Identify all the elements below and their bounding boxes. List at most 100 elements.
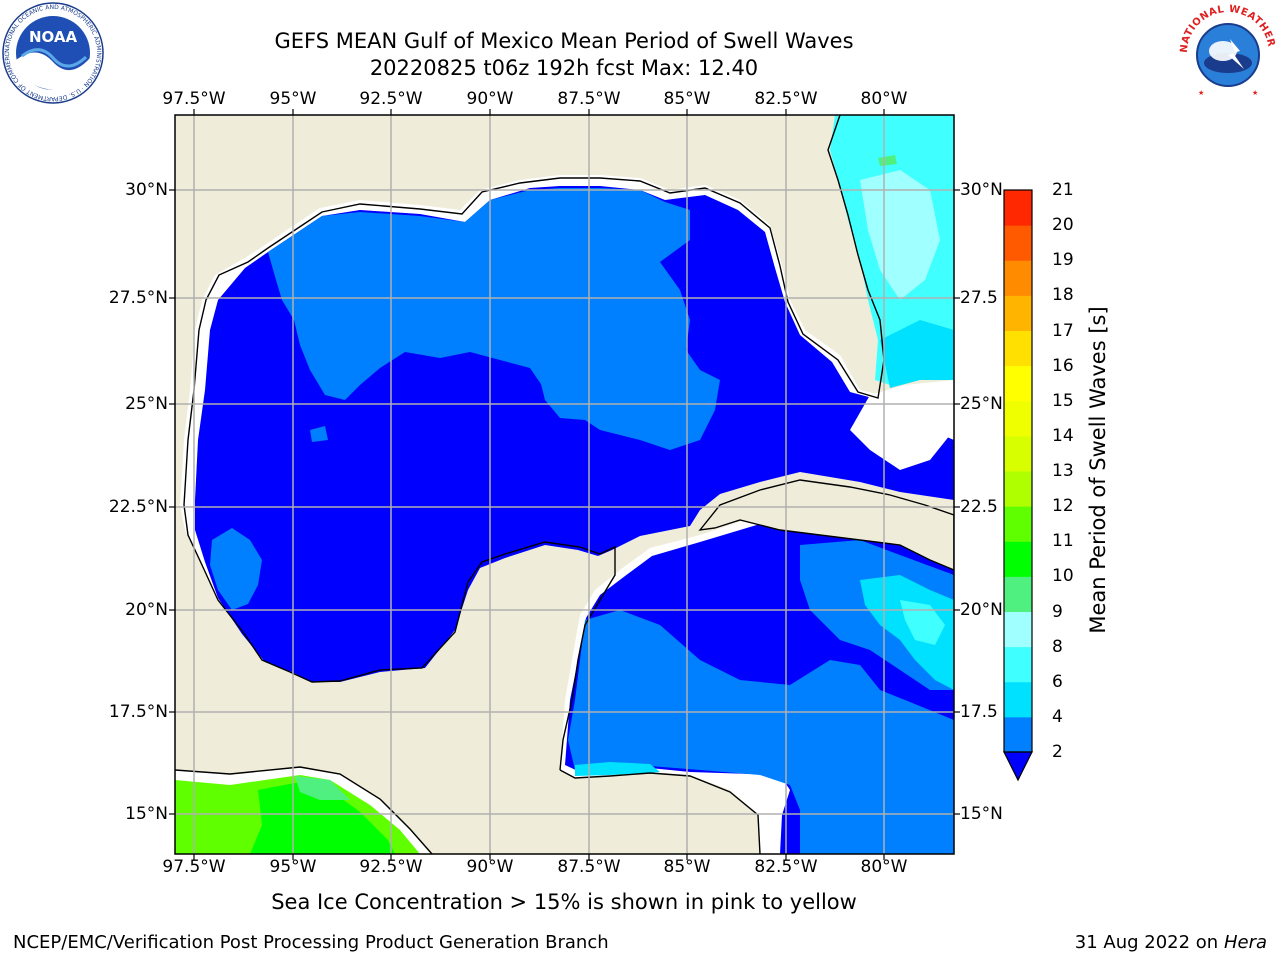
map-tick-marks (169, 109, 960, 860)
lon-label-bottom: 85°W (663, 857, 711, 877)
lat-label-left: 30°N (125, 180, 168, 200)
colorbar-title: Mean Period of Swell Waves [s] (1086, 306, 1110, 634)
footer-date-text: 31 Aug 2022 on (1074, 932, 1219, 953)
colorbar-bin (1004, 646, 1032, 683)
colorbar-bin (1004, 400, 1032, 437)
lon-label-bottom: 82.5°W (754, 857, 818, 877)
lat-label-right: 22.5 (960, 497, 998, 517)
colorbar-bin (1004, 681, 1032, 718)
colorbar-tick-label: 2 (1052, 742, 1063, 762)
lat-label-left: 17.5°N (108, 702, 168, 722)
caribbean-south-cyan (575, 762, 660, 776)
lat-label-left: 25°N (125, 394, 168, 414)
colorbar-tick-label: 9 (1052, 601, 1063, 622)
lon-label-bottom: 87.5°W (557, 857, 621, 877)
gulf-water-mid-blob1 (310, 426, 328, 442)
lon-label-top: 90°W (466, 89, 514, 109)
lon-label-bottom: 80°W (860, 857, 908, 877)
nws-logo: NATIONAL WEATHER SERVICE ★ ★ (1178, 3, 1277, 102)
lon-label-top: 95°W (269, 89, 317, 109)
florida-keys-fringe (850, 380, 954, 470)
pacific-water-lightgreen (295, 776, 350, 800)
lat-label-left: 27.5°N (108, 288, 168, 308)
colorbar-bin (1004, 576, 1032, 612)
lon-label-top: 85°W (663, 89, 711, 109)
colorbar-tick-label: 19 (1052, 250, 1074, 271)
gulf-coastline (183, 115, 885, 506)
colorbar-bin (1004, 365, 1032, 402)
lat-label-left: 20°N (125, 600, 168, 620)
gulf-water-mid-west (210, 528, 262, 610)
colorbar-bin (1004, 295, 1032, 331)
colorbar-tick-label: 16 (1052, 355, 1074, 376)
colorbar-tick-label: 17 (1052, 320, 1074, 341)
colorbar-bin (1004, 260, 1032, 296)
colorbar-bin (1004, 611, 1032, 648)
lat-label-left: 15°N (125, 804, 168, 824)
colorbar-tick-label: 14 (1052, 425, 1074, 446)
lon-label-bottom: 92.5°W (359, 857, 423, 877)
lat-label-right: 27.5 (960, 288, 998, 308)
footer-host: Hera (1223, 932, 1267, 953)
lon-label-bottom: 95°W (269, 857, 317, 877)
colorbar-tick-label: 13 (1052, 461, 1074, 481)
sea-ice-note: Sea Ice Concentration > 15% is shown in … (271, 890, 857, 914)
mexico-coastline (183, 504, 616, 771)
colorbar-tick-label: 4 (1052, 706, 1063, 727)
colorbar-bin (1004, 506, 1032, 542)
svg-text:NOAA: NOAA (29, 28, 78, 46)
lon-label-bottom: 90°W (466, 857, 514, 877)
colorbar-bin (1004, 471, 1032, 507)
atlantic-water-cyan2 (880, 320, 954, 388)
chart-title: GEFS MEAN Gulf of Mexico Mean Period of … (274, 29, 854, 53)
map-gridlines (175, 115, 954, 854)
svg-text:★: ★ (1252, 89, 1258, 97)
lon-label-top: 82.5°W (754, 89, 818, 109)
pacific-water-green2 (250, 782, 395, 854)
lat-label-right: 17.5 (960, 702, 998, 722)
colorbar-tick-label: 21 (1052, 180, 1074, 200)
caribbean-water-lightcyan (900, 600, 945, 645)
map-plot-area (175, 115, 954, 854)
lon-label-top: 80°W (860, 89, 908, 109)
lon-label-top: 87.5°W (557, 89, 621, 109)
gulf-water-mid-blob2 (540, 372, 590, 420)
caribbean-water-mid (568, 610, 954, 854)
colorbar-tick-label: 6 (1052, 671, 1063, 692)
footer-credit: NCEP/EMC/Verification Post Processing Pr… (13, 932, 609, 953)
lat-label-right: 20°N (960, 600, 1003, 620)
colorbar-bin (1004, 716, 1032, 753)
lon-label-top: 92.5°W (359, 89, 423, 109)
colorbar-bin (1004, 330, 1032, 367)
colorbar-tick-label: 8 (1052, 636, 1063, 657)
gulf-water-mid-north (268, 188, 720, 450)
lat-label-right: 15°N (960, 804, 1003, 824)
colorbar-tick-label: 11 (1052, 531, 1074, 552)
lat-label-left: 22.5°N (108, 497, 168, 517)
pacific-coastline (175, 766, 433, 854)
colorbar-tick-label: 15 (1052, 390, 1074, 411)
colorbar-tick-label: 10 (1052, 566, 1074, 587)
colorbar-tick-label: 12 (1052, 496, 1074, 517)
colorbar-tick-label: 18 (1052, 285, 1074, 306)
atlantic-water-pale (860, 170, 940, 300)
map-frame (174, 114, 955, 855)
cuba (698, 479, 954, 571)
chart-subtitle: 20220825 t06z 192h fcst Max: 12.40 (369, 56, 759, 80)
lat-label-right: 25°N (960, 394, 1003, 414)
colorbar-extend-arrow (1003, 751, 1033, 782)
colorbar-frame (1003, 189, 1033, 753)
colorbar-bin (1004, 435, 1032, 472)
colorbar-bins (1004, 190, 1032, 753)
svg-text:★: ★ (1198, 89, 1204, 97)
lat-label-right: 30°N (960, 180, 1003, 200)
central-america-coastline (559, 769, 761, 854)
colorbar-tick-label: 20 (1052, 215, 1074, 236)
lon-label-bottom: 97.5°W (162, 857, 226, 877)
footer-date: 31 Aug 2022 on Hera (1075, 932, 1267, 953)
noaa-logo: NATIONAL OCEANIC AND ATMOSPHERIC ADMINIS… (2, 2, 104, 104)
colorbar-bin (1004, 190, 1032, 226)
colorbar-bin (1004, 225, 1032, 261)
colorbar-bin (1004, 541, 1032, 577)
